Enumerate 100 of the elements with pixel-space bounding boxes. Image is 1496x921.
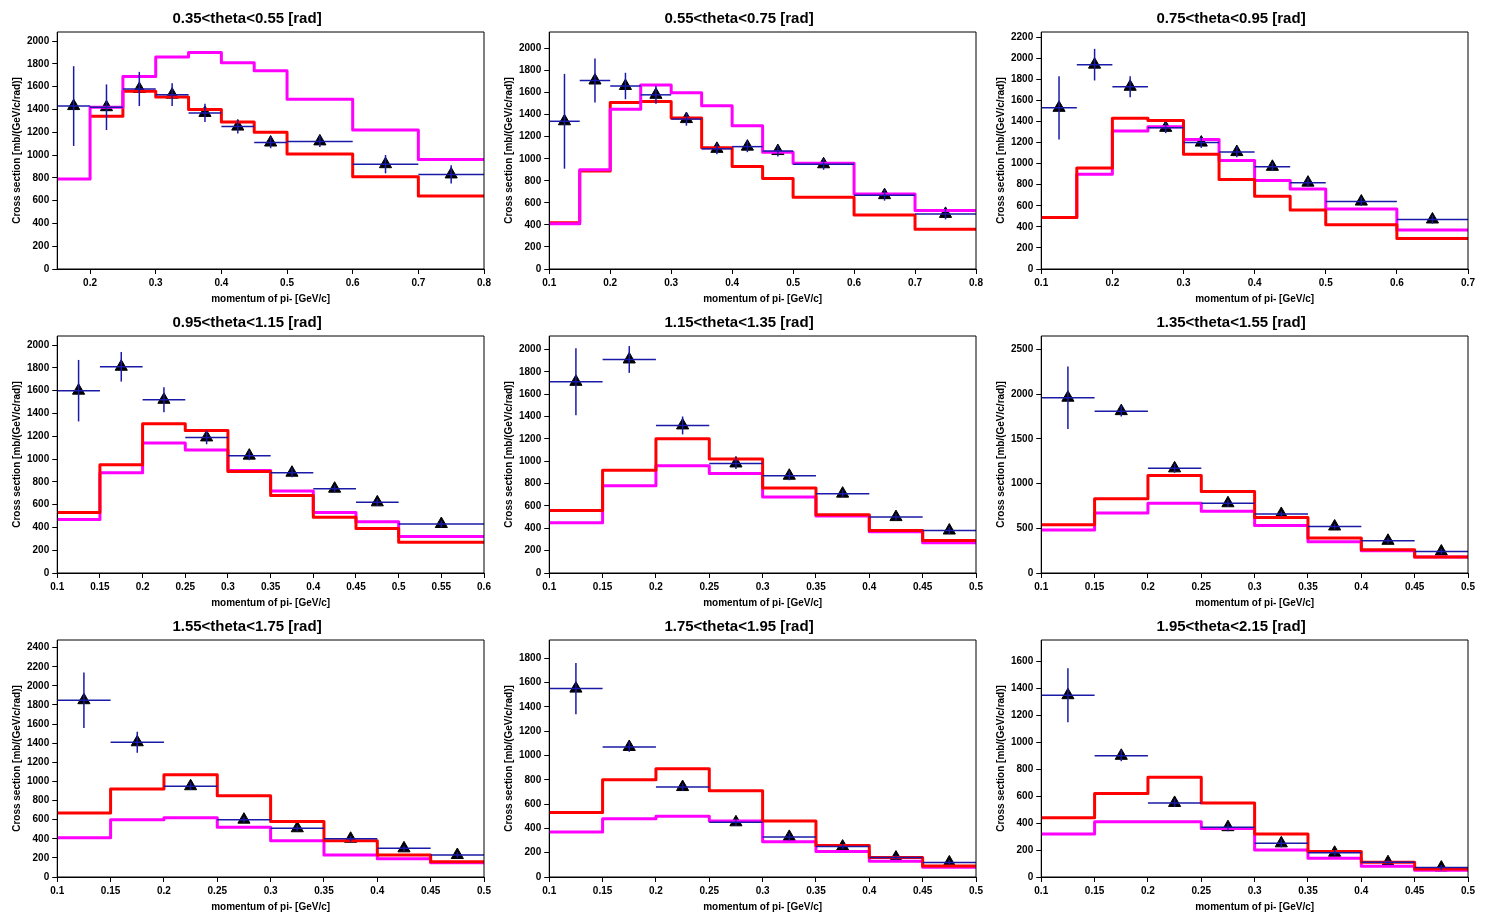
- y-tick-label: 1000: [1011, 477, 1034, 489]
- x-axis-title: momentum of pi- [GeV/c]: [211, 596, 331, 608]
- x-tick-label: 0.8: [477, 276, 492, 288]
- x-tick-label: 0.1: [542, 884, 557, 896]
- chart-title: 1.95<theta<2.15 [rad]: [1156, 617, 1306, 635]
- x-tick-label: 0.3: [1176, 276, 1191, 288]
- y-tick-label: 1600: [519, 86, 542, 98]
- chart-title: 0.55<theta<0.75 [rad]: [664, 9, 814, 27]
- y-tick-label: 1000: [519, 454, 542, 466]
- y-tick-label: 1000: [27, 452, 50, 464]
- chart-title: 1.55<theta<1.75 [rad]: [172, 617, 322, 635]
- y-tick-label: 1400: [519, 108, 542, 120]
- x-tick-label: 0.15: [592, 884, 613, 896]
- x-tick-label: 0.7: [908, 276, 923, 288]
- x-tick-label: 0.35: [1298, 580, 1319, 592]
- y-tick-label: 800: [524, 773, 542, 785]
- y-tick-label: 600: [1016, 789, 1034, 801]
- y-axis-title: Cross section [mb/(GeV/c/rad)]: [994, 77, 1006, 224]
- y-tick-label: 1400: [1011, 115, 1034, 127]
- y-tick-label: 1000: [519, 749, 542, 761]
- y-tick-label: 600: [32, 194, 50, 206]
- y-tick-label: 1400: [27, 736, 50, 748]
- y-tick-label: 2000: [27, 34, 50, 46]
- y-tick-label: 500: [1016, 522, 1034, 534]
- y-tick-label: 0: [535, 262, 542, 274]
- y-tick-label: 2200: [1011, 31, 1034, 43]
- y-tick-label: 600: [32, 813, 50, 825]
- y-axis-title: Cross section [mb/(GeV/c/rad)]: [10, 77, 22, 224]
- x-tick-label: 0.35: [314, 884, 335, 896]
- y-tick-label: 2200: [27, 660, 50, 672]
- x-tick-label: 0.45: [420, 884, 441, 896]
- y-tick-label: 200: [1016, 241, 1034, 253]
- x-tick-label: 0.25: [207, 884, 228, 896]
- y-tick-label: 1400: [1011, 682, 1034, 694]
- y-tick-label: 400: [32, 217, 50, 229]
- y-axis-title: Cross section [mb/(GeV/c/rad)]: [10, 381, 22, 528]
- x-tick-label: 0.3: [664, 276, 679, 288]
- y-tick-label: 0: [43, 262, 50, 274]
- x-tick-label: 0.45: [912, 884, 933, 896]
- y-tick-label: 1200: [519, 432, 542, 444]
- x-tick-label: 0.6: [477, 580, 492, 592]
- y-tick-label: 200: [524, 240, 542, 252]
- y-tick-label: 2000: [519, 42, 542, 54]
- y-tick-label: 1800: [1011, 73, 1034, 85]
- x-tick-label: 0.2: [135, 580, 150, 592]
- y-tick-label: 600: [524, 797, 542, 809]
- y-axis-title: Cross section [mb/(GeV/c/rad)]: [994, 685, 1006, 832]
- y-tick-label: 400: [32, 521, 50, 533]
- x-tick-label: 0.7: [1461, 276, 1476, 288]
- x-tick-label: 0.1: [50, 884, 65, 896]
- y-tick-label: 1400: [519, 410, 542, 422]
- x-tick-label: 0.5: [969, 884, 984, 896]
- y-tick-label: 400: [524, 822, 542, 834]
- chart-title: 1.75<theta<1.95 [rad]: [664, 617, 814, 635]
- y-tick-label: 2000: [27, 338, 50, 350]
- y-tick-label: 1600: [1011, 655, 1034, 667]
- x-axis-title: momentum of pi- [GeV/c]: [703, 596, 823, 608]
- y-tick-label: 1000: [27, 148, 50, 160]
- x-tick-label: 0.15: [592, 580, 613, 592]
- x-tick-label: 0.2: [1140, 580, 1156, 592]
- y-axis-title: Cross section [mb/(GeV/c/rad)]: [10, 685, 22, 832]
- x-tick-label: 0.15: [1084, 580, 1105, 592]
- x-tick-label: 0.1: [50, 580, 65, 592]
- y-tick-label: 800: [1016, 763, 1034, 775]
- x-tick-label: 0.25: [1191, 884, 1212, 896]
- y-tick-label: 1200: [27, 430, 50, 442]
- x-tick-label: 0.3: [148, 276, 164, 288]
- y-tick-label: 600: [524, 196, 542, 208]
- x-axis-title: momentum of pi- [GeV/c]: [1195, 900, 1315, 912]
- x-tick-label: 0.5: [969, 580, 984, 592]
- x-tick-label: 0.5: [280, 276, 295, 288]
- y-tick-label: 200: [32, 239, 50, 251]
- x-tick-label: 0.5: [786, 276, 801, 288]
- y-tick-label: 2000: [519, 343, 542, 355]
- y-tick-label: 600: [32, 498, 50, 510]
- x-tick-label: 0.6: [1389, 276, 1405, 288]
- y-tick-label: 1800: [27, 57, 50, 69]
- y-tick-label: 400: [1016, 816, 1034, 828]
- x-tick-label: 0.4: [862, 884, 877, 896]
- y-tick-label: 1800: [519, 365, 542, 377]
- y-tick-label: 0: [535, 566, 542, 578]
- y-tick-label: 1600: [27, 384, 50, 396]
- x-tick-label: 0.15: [1084, 884, 1105, 896]
- x-tick-label: 0.5: [1318, 276, 1334, 288]
- x-tick-label: 0.4: [1247, 276, 1263, 288]
- x-tick-label: 0.3: [1247, 884, 1263, 896]
- y-tick-label: 1800: [27, 361, 50, 373]
- x-tick-label: 0.3: [1247, 580, 1263, 592]
- y-tick-label: 400: [32, 832, 50, 844]
- y-tick-label: 1000: [1011, 736, 1034, 748]
- x-tick-label: 0.2: [648, 580, 664, 592]
- x-tick-label: 0.3: [263, 884, 279, 896]
- x-axis-title: momentum of pi- [GeV/c]: [703, 292, 823, 304]
- x-tick-label: 0.3: [220, 580, 236, 592]
- y-tick-label: 600: [524, 499, 542, 511]
- y-tick-label: 600: [1016, 199, 1034, 211]
- y-tick-label: 1200: [27, 756, 50, 768]
- x-tick-label: 0.4: [370, 884, 385, 896]
- x-tick-label: 0.5: [391, 580, 407, 592]
- x-tick-label: 0.25: [1191, 580, 1212, 592]
